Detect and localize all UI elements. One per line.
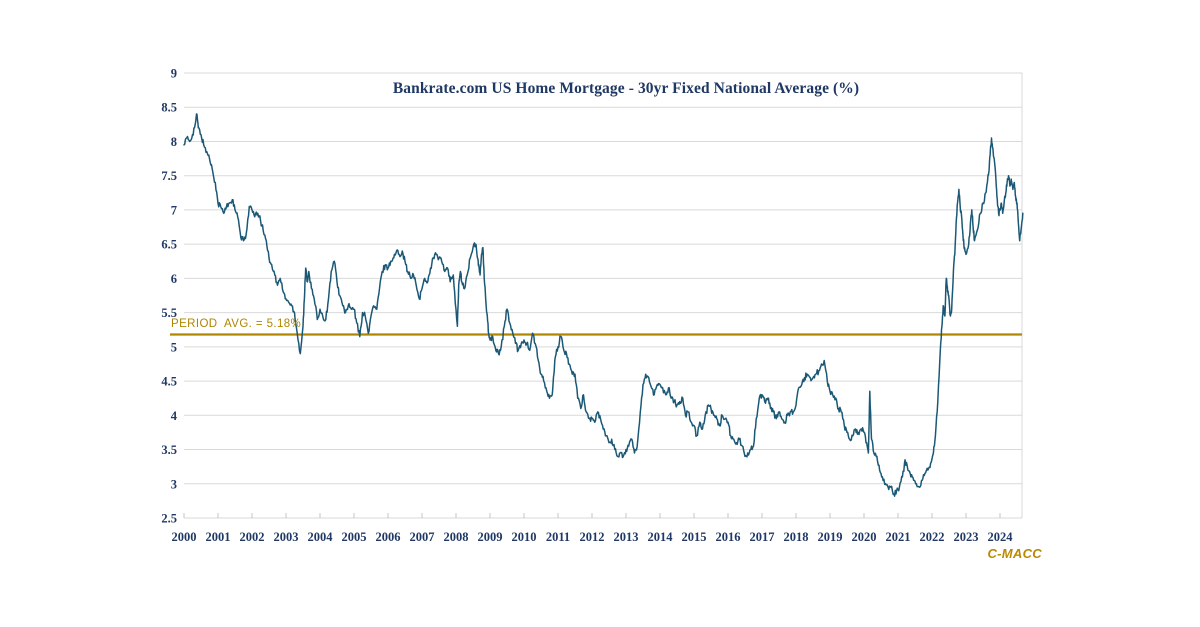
x-axis-tick-label: 2013: [614, 530, 639, 544]
y-axis-tick-label: 3.5: [161, 443, 177, 457]
x-axis-tick-label: 2009: [478, 530, 503, 544]
y-axis-tick-label: 3: [171, 477, 177, 491]
x-axis-tick-label: 2014: [648, 530, 674, 544]
x-axis-tick-label: 2015: [682, 530, 707, 544]
y-axis-tick-label: 4: [171, 409, 178, 423]
x-axis-tick-label: 2007: [410, 530, 435, 544]
x-axis-tick-label: 2021: [886, 530, 911, 544]
x-axis-tick-label: 2001: [206, 530, 231, 544]
y-axis-tick-label: 5.5: [161, 306, 177, 320]
y-axis-tick-label: 6.5: [161, 238, 177, 252]
chart-title: Bankrate.com US Home Mortgage - 30yr Fix…: [392, 80, 860, 97]
x-axis-tick-label: 2016: [716, 530, 741, 544]
x-axis-tick-label: 2005: [342, 530, 367, 544]
y-axis-tick-label: 8.5: [161, 101, 177, 115]
x-axis-tick-label: 2000: [172, 530, 197, 544]
line-series: [183, 113, 1024, 497]
x-axis-tick-label: 2008: [444, 530, 469, 544]
y-axis-tick-label: 2.5: [161, 512, 177, 526]
x-axis-tick-label: 2003: [274, 530, 299, 544]
cmacc-watermark: C-MACC: [987, 546, 1042, 561]
period-avg-label: PERIOD AVG. = 5.18%: [171, 318, 302, 330]
x-axis-tick-label: 2006: [376, 530, 401, 544]
y-axis-tick-label: 4.5: [161, 375, 177, 389]
x-axis-tick-label: 2002: [240, 530, 265, 544]
x-axis-tick-label: 2004: [308, 530, 334, 544]
x-axis-tick-label: 2019: [818, 530, 843, 544]
x-axis-tick-label: 2010: [512, 530, 537, 544]
x-axis-tick-label: 2011: [546, 530, 570, 544]
x-axis-tick-label: 2018: [784, 530, 809, 544]
y-axis-tick-label: 8: [171, 135, 177, 149]
y-axis-tick-label: 6: [171, 272, 177, 286]
x-axis-tick-label: 2012: [580, 530, 605, 544]
y-axis-tick-label: 9: [171, 67, 177, 81]
x-axis-tick-label: 2023: [954, 530, 979, 544]
y-axis-tick-label: 7: [171, 203, 177, 217]
x-axis-tick-label: 2022: [920, 530, 945, 544]
x-axis-tick-label: 2024: [988, 530, 1014, 544]
y-axis-tick-label: 7.5: [161, 169, 177, 183]
y-axis-tick-label: 5: [171, 340, 177, 354]
x-axis-tick-label: 2017: [750, 530, 775, 544]
x-axis-tick-label: 2020: [852, 530, 877, 544]
